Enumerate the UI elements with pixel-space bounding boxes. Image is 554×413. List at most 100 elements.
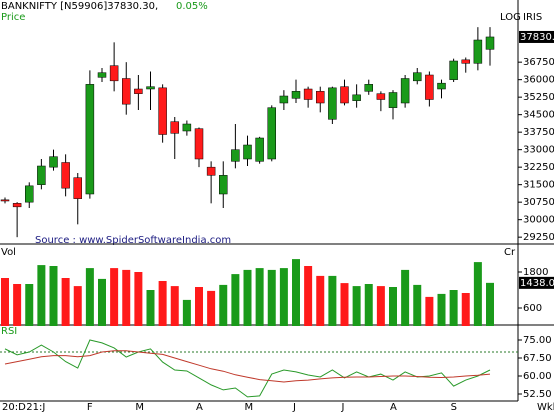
candle-body	[449, 60, 458, 80]
x-tick-label: M	[245, 402, 254, 413]
volume-bar	[195, 287, 203, 326]
candle-body	[461, 59, 470, 64]
y-tick-label: 30000	[523, 215, 554, 226]
x-tick-label: A	[390, 402, 397, 413]
candle-body	[243, 144, 252, 160]
candle-body	[413, 72, 422, 82]
volume-bar	[182, 299, 191, 326]
x-tick-label: S	[451, 402, 457, 413]
volume-bar	[279, 268, 288, 326]
candle-body	[25, 185, 34, 203]
candle-body	[255, 137, 264, 162]
candle-body	[73, 177, 82, 199]
volume-bar	[413, 284, 422, 326]
candle-body	[291, 91, 301, 99]
candle-body	[134, 88, 143, 94]
x-unit: Wkl	[537, 402, 554, 413]
y-tick-label: 36750	[523, 57, 554, 68]
volume-bar	[98, 278, 106, 326]
rsi-line	[4, 350, 491, 383]
volume-bar	[61, 278, 70, 326]
candle-body	[279, 95, 289, 104]
volume-bar	[425, 296, 434, 326]
volume-bar	[134, 272, 143, 326]
candle-body	[219, 175, 228, 195]
x-tick-label: A	[196, 402, 203, 413]
candle-body	[97, 72, 107, 78]
candle-body	[231, 149, 240, 162]
candle-body	[340, 86, 349, 104]
candle-body	[49, 156, 58, 168]
candle-body	[12, 203, 22, 208]
volume-bar	[389, 287, 397, 326]
volume-bar	[158, 281, 167, 326]
panel-label: RSI	[1, 326, 17, 337]
volume-bar	[110, 268, 119, 326]
volume-bar	[352, 286, 361, 326]
volume-bar	[146, 290, 155, 326]
unit-label: Cr	[504, 247, 516, 258]
candle-body	[206, 166, 216, 176]
x-tick-label: M	[135, 402, 144, 413]
panel-label: Vol	[1, 247, 16, 258]
volume-bar	[85, 268, 94, 326]
panel-label: Price	[1, 12, 25, 23]
candle-body	[109, 65, 119, 82]
candle-body	[388, 92, 398, 108]
candle-body	[0, 199, 10, 202]
volume-bar	[461, 293, 470, 326]
volume-bar	[243, 269, 252, 326]
y-tick-label: 1800	[523, 267, 548, 278]
volume-bar	[437, 293, 446, 326]
y-tick-label: 60.00	[523, 371, 552, 382]
x-tick-label: 21:J	[26, 402, 45, 413]
candle-body	[437, 82, 446, 90]
volume-bar	[207, 290, 216, 326]
candle-body	[473, 39, 483, 64]
y-tick-label: 32250	[523, 162, 554, 173]
candle-body	[364, 84, 373, 92]
volume-bar	[401, 269, 410, 326]
rsi-line	[4, 339, 491, 398]
candle-body	[485, 36, 495, 50]
y-tick-label: 35250	[523, 92, 554, 103]
y-tick-label: 600	[523, 303, 542, 314]
volume-bar	[73, 286, 82, 326]
change: 0.05%	[176, 1, 208, 12]
indicator-label: IRIS	[523, 12, 542, 23]
y-tick-label: 75.00	[523, 335, 552, 346]
last-price-box	[519, 30, 554, 43]
volume-bar	[328, 275, 337, 326]
x-tick-label: F	[87, 402, 93, 413]
last-price: 37830.3	[520, 32, 554, 43]
y-tick-label: 29250	[523, 232, 554, 243]
volume-bar	[267, 269, 276, 326]
volume-bar	[486, 282, 494, 326]
volume-bar	[376, 286, 385, 326]
candle-body	[85, 84, 95, 195]
candle-body	[400, 78, 410, 104]
candle-body	[146, 86, 155, 90]
candle-body	[158, 87, 167, 135]
volume-bar	[37, 265, 46, 326]
candle-body	[425, 74, 434, 100]
candle-body	[352, 94, 361, 101]
volume-bar	[231, 274, 240, 326]
source: Source : www.SpiderSoftwareIndia.com	[35, 235, 231, 246]
volume-bar	[49, 266, 58, 326]
y-tick-label: 31500	[523, 180, 554, 191]
volume-bar	[1, 278, 9, 326]
candle-body	[376, 93, 386, 100]
candle-body	[328, 87, 337, 120]
y-tick-label: 36000	[523, 75, 554, 86]
volume-bar	[473, 262, 482, 326]
y-tick-label: 67.50	[523, 353, 552, 364]
x-tick-label: J	[292, 402, 296, 413]
volume-bar	[25, 284, 34, 326]
volume-bar	[292, 259, 300, 326]
volume-bar	[340, 283, 349, 326]
volume-bar	[304, 266, 313, 326]
y-tick-label: 33750	[523, 127, 554, 138]
last-volume-box	[519, 276, 554, 289]
